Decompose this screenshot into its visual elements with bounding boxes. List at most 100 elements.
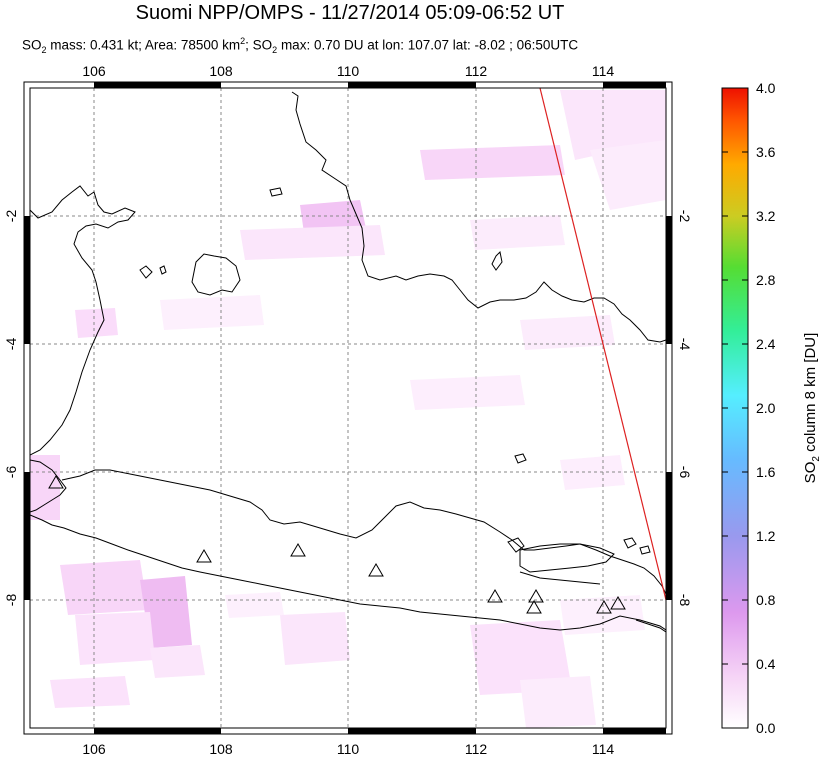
- so2-pixel: [520, 315, 615, 350]
- border-segments: [24, 82, 672, 734]
- border-seg: [666, 216, 672, 344]
- volcano-triangle: [528, 589, 544, 603]
- volcano-triangle: [526, 600, 542, 614]
- border-seg: [94, 728, 221, 734]
- subtitle-sup: 2: [240, 36, 246, 46]
- coast-bali: [635, 619, 666, 633]
- subtitle-part: mass: 0.431 kt; Area: 78500 km: [46, 37, 241, 53]
- border-seg: [348, 82, 476, 88]
- lon-tick-label: 110: [337, 63, 360, 79]
- coast-strait: [519, 571, 601, 585]
- so2-pixel: [590, 140, 666, 210]
- coast-sumatra: [30, 88, 136, 456]
- so2-pixel: [470, 215, 565, 250]
- coast-sumatra-south: [30, 459, 67, 513]
- subtitle-part: max: 0.70 DU at lon: 107.07 lat: -8.02 ;…: [277, 37, 579, 53]
- lat-tick-label: -8: [3, 594, 19, 607]
- so2-pixel: [520, 676, 596, 728]
- colorbar-tick-label: 3.2: [756, 208, 776, 224]
- colorbar-tick-label: 0.8: [756, 592, 776, 608]
- colorbar-tick-label: 2.4: [756, 336, 776, 352]
- colorbar-title-part: SO: [802, 462, 819, 484]
- colorbar-tick-label: 0.0: [756, 720, 776, 736]
- colorbar-tick-label: 0.4: [756, 656, 776, 672]
- coastlines: [30, 88, 666, 633]
- coast-island: [514, 453, 527, 464]
- lat-tick-label: -4: [3, 338, 19, 351]
- lat-tick-label: -6: [3, 466, 19, 479]
- coast-island: [623, 537, 637, 549]
- so2-pixel: [240, 225, 385, 260]
- border-seg: [24, 216, 30, 344]
- coast-island: [269, 187, 283, 197]
- plot-subtitle: SO2 mass: 0.431 kt; Area: 78500 km2; SO2…: [22, 36, 578, 55]
- lon-tick-label: 112: [465, 63, 488, 79]
- so2-pixel: [160, 295, 264, 330]
- coast-island: [639, 545, 651, 555]
- coast-island: [139, 265, 153, 279]
- colorbar-labels: 4.0 3.6 3.2 2.8 2.4 2.0 1.6 1.2 0.8 0.4 …: [756, 80, 776, 736]
- subtitle-sub: 2: [272, 45, 278, 56]
- lon-tick-label: 112: [465, 741, 488, 757]
- colorbar-tick-label: 2.0: [756, 400, 776, 416]
- lon-tick-label: 106: [82, 741, 106, 757]
- so2-pixel: [560, 90, 666, 160]
- so2-pixel: [50, 676, 130, 708]
- colorbar-tick-label: 1.6: [756, 464, 776, 480]
- colorbar-title-sub: 2: [811, 456, 822, 462]
- so2-pixel: [470, 620, 572, 695]
- border-seg: [603, 82, 666, 88]
- coast-island: [507, 537, 525, 553]
- lat-tick-label: -8: [677, 594, 693, 607]
- border-seg: [94, 82, 221, 88]
- border-seg: [666, 472, 672, 600]
- colorbar-title: SO2 column 8 km [DU]: [802, 333, 822, 484]
- volcano-triangle: [290, 543, 306, 557]
- coast-java-south: [30, 514, 666, 631]
- coast-java-north: [61, 469, 666, 595]
- volcano-triangle: [368, 563, 384, 577]
- subtitle-sub: 2: [41, 45, 47, 56]
- volcano-triangle: [596, 600, 612, 614]
- colorbar-tick-label: 2.8: [756, 272, 776, 288]
- so2-pixel: [140, 576, 192, 648]
- subtitle-part: SO: [22, 37, 42, 53]
- border-seg: [24, 472, 30, 600]
- volcanoes: [48, 475, 626, 614]
- so2-pixel: [560, 455, 625, 490]
- coast-borneo: [291, 91, 666, 343]
- subtitle-part: ; SO: [245, 37, 273, 53]
- so2-pixel: [150, 645, 205, 678]
- volcano-triangle: [610, 596, 626, 610]
- colorbar-tick-label: 3.6: [756, 144, 776, 160]
- coast-island: [491, 250, 503, 271]
- border-seg: [348, 728, 476, 734]
- so2-pixel: [420, 145, 565, 180]
- lat-labels-right: -2 -4 -6 -8: [677, 210, 693, 607]
- so2-pixel: [75, 308, 118, 338]
- lon-tick-label: 110: [337, 741, 360, 757]
- plot-title: Suomi NPP/OMPS - 11/27/2014 05:09-06:52 …: [135, 2, 565, 24]
- lat-tick-label: -2: [3, 210, 19, 223]
- coast-island: [159, 265, 167, 275]
- orbit-edge-line: [539, 87, 667, 601]
- so2-pixel: [225, 592, 284, 618]
- lat-tick-label: -4: [677, 338, 693, 351]
- lon-tick-label: 114: [592, 741, 615, 757]
- lon-tick-label: 108: [209, 741, 233, 757]
- so2-pixel: [75, 612, 155, 665]
- so2-pixels: [30, 90, 666, 728]
- lon-tick-label: 106: [82, 63, 106, 79]
- so2-pixel: [410, 375, 525, 410]
- lat-tick-label: -6: [677, 466, 693, 479]
- colorbar-tick-label: 4.0: [756, 80, 776, 96]
- lon-labels-bottom: 106 108 110 112 114: [82, 741, 614, 757]
- so2-pixel: [560, 595, 645, 635]
- lat-labels-left: -2 -4 -6 -8: [3, 210, 19, 607]
- colorbar-tick-label: 1.2: [756, 528, 776, 544]
- lon-labels-top: 106 108 110 112 114: [82, 63, 614, 79]
- coast-madura: [519, 543, 615, 573]
- colorbar-title-part: column 8 km [DU]: [802, 333, 819, 456]
- volcano-triangle: [48, 475, 64, 489]
